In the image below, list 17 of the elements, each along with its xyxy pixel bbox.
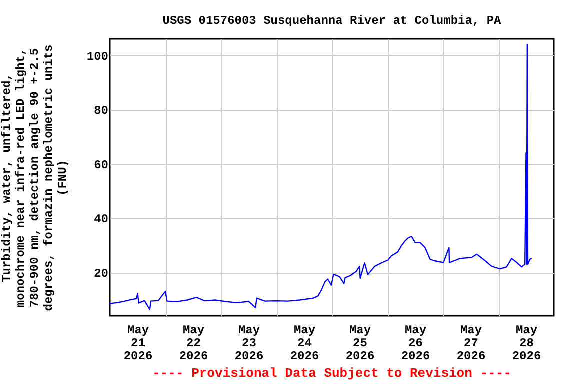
x-tick-label: May 25 2026 xyxy=(346,324,375,364)
y-tick-label: 100 xyxy=(86,50,108,64)
text: ---- Provisional Data Subject to Revision ---- xyxy=(152,366,512,381)
chart-title: USGS 01576003 Susquehanna River at Columbia, PA xyxy=(162,14,502,28)
line-series xyxy=(109,44,532,310)
y-axis-title: Turbidity, water, unfiltered, monochrome near infra-red LED light, 780-900 nm, detection angle 90 +-2.5 degrees, formazin nephelometric units (FNU) xyxy=(0,44,70,312)
y-tick-label: 20 xyxy=(94,267,108,282)
y-tick-label: 60 xyxy=(94,158,108,172)
x-tick-label: May 27 2026 xyxy=(456,324,486,364)
x-tick-label: May 23 2026 xyxy=(234,324,264,364)
x-tick-label: May 21 2026 xyxy=(124,324,153,364)
y-tick-label: 80 xyxy=(94,104,108,118)
x-tick-label: May 28 2026 xyxy=(512,324,542,364)
x-tick-label: May 26 2026 xyxy=(401,324,430,364)
x-tick-label: May 22 2026 xyxy=(179,324,208,364)
y-tick-label: 40 xyxy=(94,212,108,227)
x-tick-label: May 24 2026 xyxy=(290,324,320,364)
